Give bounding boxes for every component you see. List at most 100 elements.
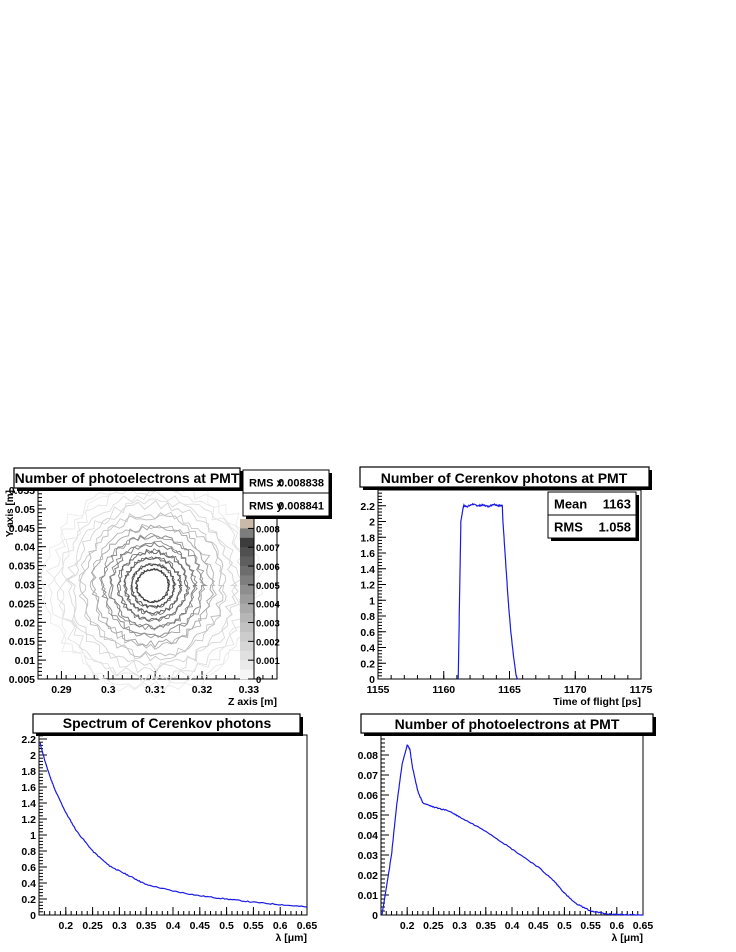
colorbar-segment xyxy=(240,528,254,539)
x-tick-label: 0.3 xyxy=(452,920,467,932)
contour-ring xyxy=(98,532,209,639)
y-tick-label: 0.03 xyxy=(15,580,36,592)
contour-ring xyxy=(53,487,252,684)
y-tick-label: 0.045 xyxy=(9,523,35,535)
colorbar-segment xyxy=(240,594,254,605)
stats-label: Mean xyxy=(554,497,587,512)
colorbar-tick-label: 0.008 xyxy=(256,524,280,535)
chart-title: Spectrum of Cerenkov photons xyxy=(63,715,272,731)
contour-ring xyxy=(78,511,227,662)
y-tick-label: 0 xyxy=(372,910,378,922)
y-tick-label: 1.2 xyxy=(21,814,36,826)
contour-ring xyxy=(108,540,198,631)
x-tick-label: 0.4 xyxy=(505,920,520,932)
colorbar-tick-label: 0.007 xyxy=(256,543,280,554)
y-tick-label: 0.05 xyxy=(358,810,379,822)
y-tick-label: 1.4 xyxy=(21,798,36,810)
colorbar-tick-label: 0.001 xyxy=(256,656,280,667)
x-tick-label: 0.32 xyxy=(192,684,213,696)
title-box xyxy=(360,713,654,734)
contour-ring xyxy=(116,548,191,623)
colorbar-segment xyxy=(240,669,254,680)
x-tick-label: 0.55 xyxy=(580,920,601,932)
chart-title: Number of photoelectrons at PMT xyxy=(15,470,240,486)
x-tick-label: 1160 xyxy=(432,684,455,696)
y-tick-label: 0 xyxy=(369,674,375,686)
contour-ring xyxy=(45,482,258,693)
colorbar-tick-label: 0.002 xyxy=(256,637,280,648)
colorbar-segment xyxy=(240,547,254,557)
colorbar-tick-label: 0.006 xyxy=(256,562,280,573)
colorbar-segment xyxy=(240,613,254,623)
y-tick-label: 0.2 xyxy=(360,658,375,670)
y-tick-label: 2 xyxy=(30,750,36,762)
stats-value: 1.058 xyxy=(598,520,631,535)
title-box xyxy=(13,467,241,489)
colorbar-segment xyxy=(240,660,254,670)
x-tick-label: 1170 xyxy=(564,684,587,696)
contour-ring xyxy=(40,480,264,699)
y-tick-label: 0.02 xyxy=(15,617,36,629)
chart-title: Number of photoelectrons at PMT xyxy=(395,716,620,732)
x-tick-label: 0.2 xyxy=(58,920,73,932)
colorbar-segment xyxy=(240,537,254,548)
y-tick-label: 0.06 xyxy=(358,790,379,802)
y-tick-label: 0.01 xyxy=(358,890,379,902)
y-tick-label: 1.2 xyxy=(360,580,375,592)
plot-frame xyxy=(380,734,644,916)
colorbar-tick-label: 0.003 xyxy=(256,619,280,630)
y-tick-label: 1 xyxy=(369,595,375,607)
title-box xyxy=(32,713,301,734)
x-tick-label: 1155 xyxy=(367,684,390,696)
x-axis-label: λ [μm] xyxy=(611,932,643,944)
x-tick-label: 0.65 xyxy=(297,920,318,932)
contour-ring xyxy=(130,563,176,609)
colorbar-segment xyxy=(240,622,254,633)
series-line xyxy=(457,502,518,681)
colorbar-tick-label: 0.004 xyxy=(256,600,280,611)
contour-ring xyxy=(130,562,177,609)
y-tick-label: 0.2 xyxy=(21,894,36,906)
plot-frame xyxy=(38,734,308,916)
x-tick-label: 1165 xyxy=(498,684,521,696)
y-tick-label: 1.4 xyxy=(360,564,375,576)
x-axis-label: Time of flight [ps] xyxy=(553,696,641,708)
y-tick-label: 2.2 xyxy=(360,501,375,513)
colorbar-segment xyxy=(240,566,254,576)
title-box xyxy=(359,466,650,488)
x-tick-label: 0.29 xyxy=(51,684,72,696)
x-tick-label: 0.35 xyxy=(476,920,497,932)
x-tick-label: 0.3 xyxy=(101,684,116,696)
y-tick-label: 2.2 xyxy=(21,734,36,746)
y-tick-label: 0.015 xyxy=(9,636,35,648)
series-line xyxy=(39,742,308,908)
contour-ring xyxy=(109,541,198,630)
x-tick-label: 0.6 xyxy=(273,920,288,932)
contour-ring xyxy=(116,549,189,621)
y-tick-label: 0.07 xyxy=(358,770,379,782)
colorbar-tick-label: 0 xyxy=(256,675,261,686)
stats-value: 1163 xyxy=(603,497,631,512)
x-tick-label: 0.55 xyxy=(243,920,264,932)
stats-label: RMS xyxy=(554,520,583,535)
colorbar-tick-label: 0.005 xyxy=(256,581,280,592)
y-tick-label: 0.8 xyxy=(21,846,36,858)
y-tick-label: 0.05 xyxy=(15,504,36,516)
y-tick-label: 0.8 xyxy=(360,611,375,623)
contour-ring xyxy=(91,524,215,649)
y-axis-label: Y axis [m] xyxy=(5,490,16,537)
y-tick-label: 2 xyxy=(369,517,375,529)
x-tick-label: 0.2 xyxy=(400,920,415,932)
y-tick-label: 1.6 xyxy=(360,548,375,560)
x-axis-label: λ [μm] xyxy=(275,932,307,944)
y-tick-label: 0.03 xyxy=(358,850,379,862)
y-tick-label: 1 xyxy=(30,830,36,842)
contour-ring xyxy=(100,534,204,638)
stats-value: 0.008838 xyxy=(278,478,324,490)
x-tick-label: 0.5 xyxy=(557,920,572,932)
contour-ring xyxy=(65,498,242,675)
contour-ring xyxy=(134,567,171,604)
x-tick-label: 0.45 xyxy=(190,920,211,932)
y-tick-label: 1.6 xyxy=(21,782,36,794)
colorbar-segment xyxy=(240,575,254,586)
